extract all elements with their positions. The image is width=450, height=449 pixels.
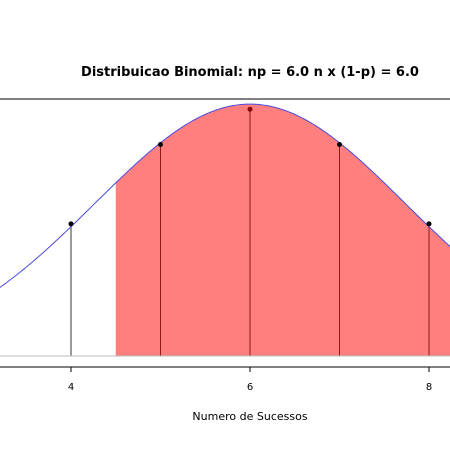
data-points	[68, 106, 432, 227]
normal-curve-line	[0, 103, 450, 288]
normal-curve	[0, 103, 450, 288]
highlight-area	[115, 104, 450, 356]
x-axis-label: Numero de Sucessos	[192, 410, 307, 423]
highlight-area-fill	[115, 104, 450, 356]
data-point-7	[337, 141, 342, 147]
data-point-4	[68, 221, 74, 227]
chart-title: Distribuicao Binomial: np = 6.0 n x (1-p…	[81, 65, 419, 80]
x-axis-ticks: 4 6 8	[68, 367, 432, 393]
x-tick-label-8: 8	[426, 382, 432, 393]
data-point-6	[247, 106, 253, 112]
data-point-5	[158, 141, 163, 147]
bar-lines	[70, 109, 430, 356]
data-point-8	[426, 221, 432, 227]
x-tick-label-6: 6	[247, 382, 253, 393]
x-tick-label-4: 4	[68, 382, 74, 393]
